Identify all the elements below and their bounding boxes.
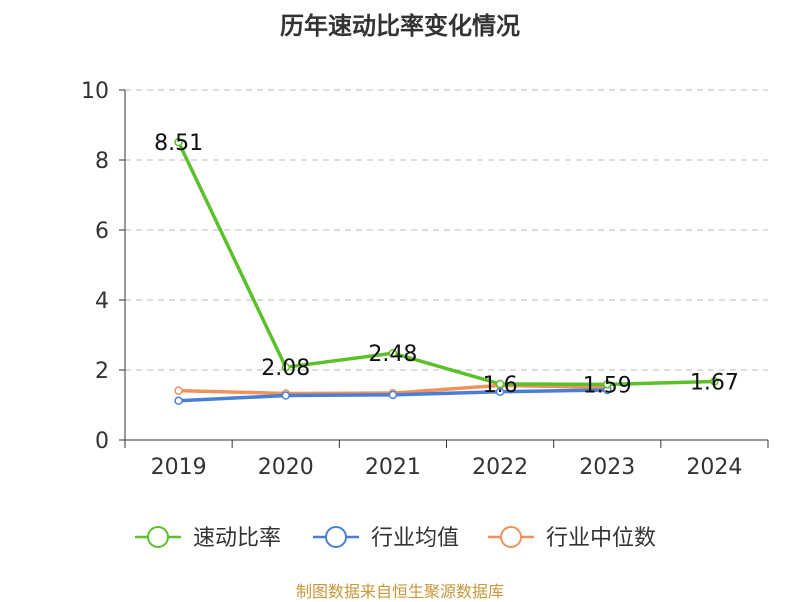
data-point [281, 362, 290, 372]
x-tick-label: 2023 [579, 455, 635, 480]
x-tick-label: 2022 [472, 455, 528, 480]
data-label: 1.6 [483, 373, 518, 398]
x-tick-label: 2024 [686, 455, 742, 480]
data-point [281, 391, 290, 400]
y-tick-label: 0 [95, 429, 109, 454]
x-tick-label: 2020 [258, 455, 314, 480]
y-tick-label: 4 [95, 289, 109, 314]
data-point [388, 390, 398, 400]
data-point [174, 386, 183, 395]
legend-marker [325, 526, 347, 548]
data-label: 2.08 [261, 356, 310, 381]
legend-marker [147, 526, 169, 548]
data-point [388, 348, 398, 358]
data-source-note: 制图数据来自恒生聚源数据库 [295, 582, 504, 601]
data-point [603, 380, 612, 389]
legend-marker [500, 526, 522, 548]
legend-label: 速动比率 [193, 526, 281, 551]
chart-title: 历年速动比率变化情况 [280, 12, 520, 40]
data-label: 1.67 [690, 371, 739, 396]
series-line [177, 141, 715, 387]
x-tick-label: 2019 [151, 455, 207, 480]
data-point [710, 377, 719, 386]
data-label: 2.48 [368, 342, 417, 367]
data-label: 8.51 [154, 131, 203, 156]
data-point [174, 137, 183, 147]
y-tick-label: 6 [95, 219, 109, 244]
y-tick-label: 10 [81, 79, 109, 104]
data-point [174, 396, 183, 406]
y-tick-label: 2 [95, 359, 109, 384]
data-point [495, 379, 505, 389]
legend-label: 行业中位数 [546, 526, 656, 551]
data-label: 1.59 [583, 373, 632, 398]
legend-label: 行业均值 [371, 526, 459, 551]
y-tick-label: 8 [95, 149, 109, 174]
x-tick-label: 2021 [365, 455, 421, 480]
